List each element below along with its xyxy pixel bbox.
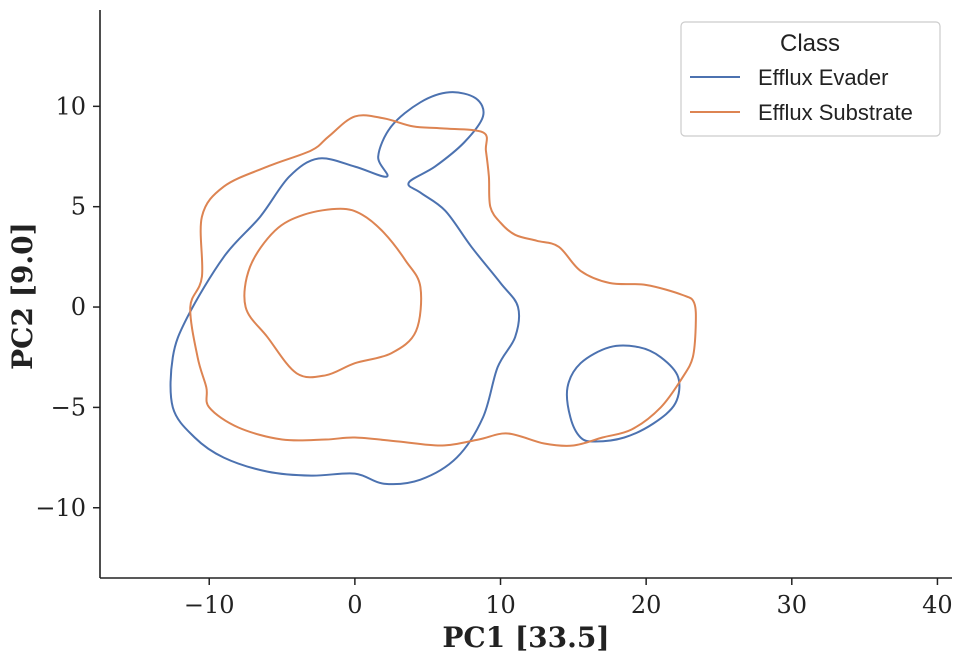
contour-efflux-substrate-1 — [243, 207, 423, 379]
x-axis-label: PC1 [33.5] — [442, 621, 609, 654]
legend-label-efflux-evader: Efflux Evader — [758, 65, 888, 90]
contour-efflux-evader-2 — [565, 344, 681, 443]
legend: Class Efflux Evader Efflux Substrate — [680, 21, 941, 137]
x-tick-label: 10 — [485, 591, 516, 619]
x-axis-ticks: −10 0 10 20 30 40 — [184, 578, 953, 619]
y-axis-ticks: −10 −5 0 5 10 — [35, 92, 100, 522]
x-tick-label: 30 — [777, 591, 808, 619]
contour-efflux-substrate-2 — [189, 114, 697, 447]
y-tick-label: −10 — [35, 494, 86, 522]
y-tick-label: 0 — [71, 293, 86, 321]
x-tick-label: −10 — [184, 591, 235, 619]
y-tick-label: 10 — [55, 92, 86, 120]
x-tick-label: 0 — [347, 591, 362, 619]
legend-frame — [680, 21, 941, 137]
plot-area — [169, 91, 697, 486]
legend-label-efflux-substrate: Efflux Substrate — [758, 100, 913, 125]
legend-title: Class — [780, 30, 840, 57]
contour-efflux-evader-1 — [169, 91, 521, 486]
y-axis-label: PC2 [9.0] — [6, 222, 39, 370]
x-tick-label: 20 — [631, 591, 662, 619]
x-tick-label: 40 — [922, 591, 953, 619]
y-tick-label: 5 — [71, 193, 86, 221]
y-tick-label: −5 — [51, 393, 86, 421]
